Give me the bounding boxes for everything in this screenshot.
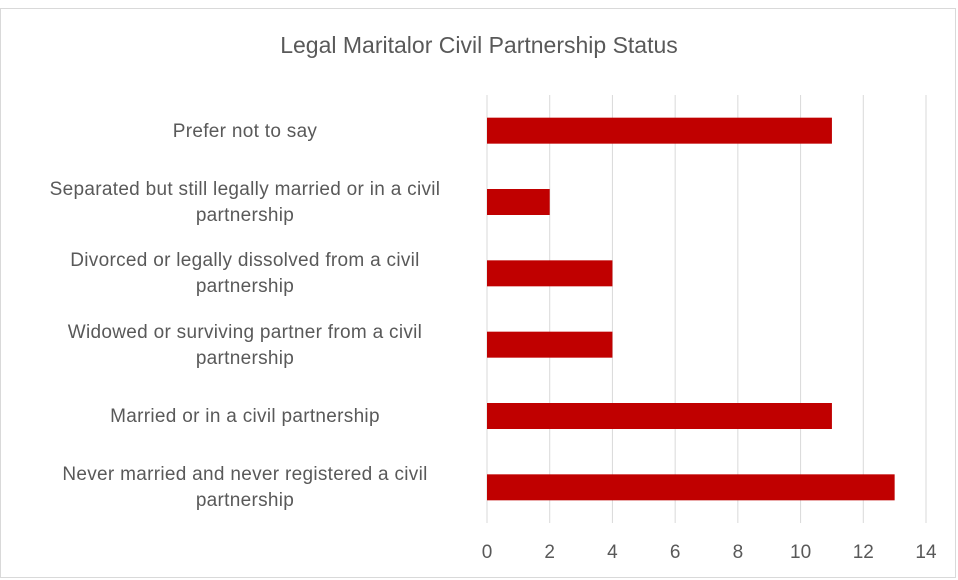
x-tick-label: 4 <box>607 542 618 563</box>
bar <box>487 331 613 358</box>
x-tick-label: 6 <box>670 542 681 563</box>
y-tick-label: Never married and never registered a civ… <box>62 464 428 512</box>
y-tick-label: Widowed or surviving partner from a civi… <box>67 321 423 369</box>
bar <box>487 260 613 287</box>
x-tick-label: 12 <box>853 542 874 563</box>
y-tick-label: Divorced or legally dissolved from a civ… <box>70 250 420 298</box>
bar <box>487 117 832 144</box>
x-tick-label: 14 <box>915 542 937 563</box>
x-tick-label: 10 <box>790 542 811 563</box>
y-tick-label: Prefer not to say <box>172 120 318 142</box>
chart-title: Legal Maritalor Civil Partnership Status <box>280 32 678 58</box>
bar <box>487 189 550 215</box>
y-tick-label: Separated but still legally married or i… <box>49 179 441 226</box>
x-tick-label: 2 <box>544 542 555 563</box>
chart-frame <box>0 8 956 578</box>
x-tick-label: 0 <box>482 542 493 563</box>
x-tick-label: 8 <box>733 542 744 563</box>
bar <box>487 474 895 501</box>
y-tick-label: Married or in a civil partnership <box>110 406 380 427</box>
bar <box>487 403 832 429</box>
